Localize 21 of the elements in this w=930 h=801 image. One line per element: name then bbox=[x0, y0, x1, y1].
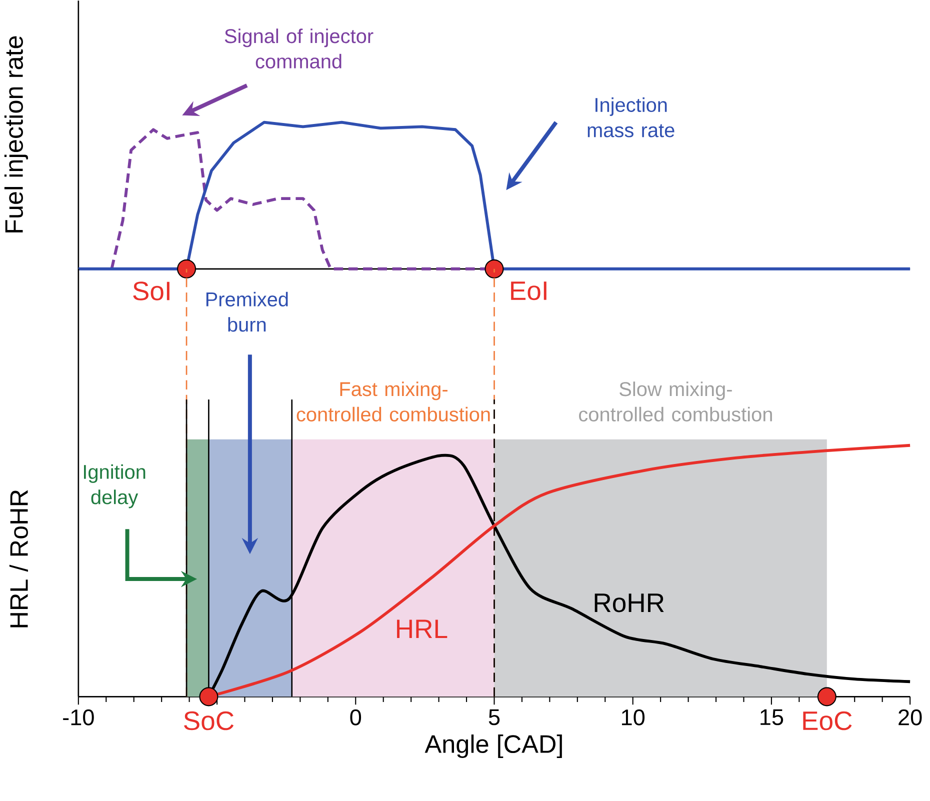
text: Signal of injector command bbox=[224, 28, 374, 68]
band-label: Fast mixing-controlled combustion bbox=[296, 381, 490, 422]
band-label: Slow mixing-controlled combustion bbox=[579, 381, 772, 422]
band-label: Premixed burn bbox=[206, 292, 288, 332]
y-axis-title: Fuel injection rate bbox=[4, 36, 28, 232]
annotation: EoI bbox=[511, 281, 546, 300]
x-tick-label: 20 bbox=[898, 709, 922, 726]
x-tick-label: 15 bbox=[760, 709, 784, 725]
x-tick-label: 0 bbox=[350, 709, 362, 726]
x-axis-title: Angle [CAD] bbox=[424, 734, 562, 758]
annotation: SoC bbox=[184, 711, 234, 730]
band-label: Ignition delay bbox=[84, 464, 146, 508]
y-axis-title: HRL / RoHR bbox=[9, 490, 28, 628]
series-label: RoHR bbox=[594, 593, 664, 612]
annotation: SoI bbox=[133, 281, 170, 300]
annotation: EoC bbox=[803, 711, 852, 730]
x-tick-label: 5 bbox=[488, 709, 500, 725]
series-label: HRL bbox=[397, 620, 448, 638]
text: Injection mass rate bbox=[588, 97, 674, 138]
x-tick-label: 10 bbox=[622, 709, 645, 726]
x-tick-label: -10 bbox=[63, 709, 94, 726]
